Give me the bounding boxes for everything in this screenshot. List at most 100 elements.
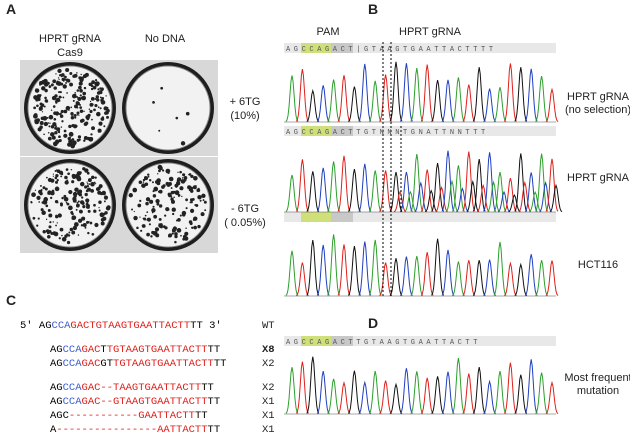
colony xyxy=(182,173,186,177)
colony xyxy=(144,182,149,187)
colony xyxy=(84,185,88,189)
trace-peak xyxy=(462,373,476,414)
colony xyxy=(179,186,184,191)
sequence-segment: 3' xyxy=(203,320,222,332)
colony xyxy=(43,105,46,108)
colony xyxy=(157,173,159,175)
colony xyxy=(72,99,75,102)
trace-peak xyxy=(285,174,299,212)
colony xyxy=(91,118,93,121)
colony xyxy=(97,190,102,195)
colony xyxy=(58,138,62,143)
sequence-segment: GAC xyxy=(82,344,101,356)
trace-peak xyxy=(337,155,351,212)
trace-peak xyxy=(420,377,434,414)
sequence-segment: TT xyxy=(195,410,208,422)
colony xyxy=(174,234,178,239)
colony xyxy=(36,224,39,227)
colony xyxy=(106,205,111,210)
trace-peak xyxy=(414,181,428,213)
sequence-segment: TT xyxy=(190,320,203,332)
colony xyxy=(153,186,159,192)
trace-peak xyxy=(393,190,407,213)
colony xyxy=(71,93,77,99)
trace-peak xyxy=(285,367,299,414)
column-label: No DNA xyxy=(145,33,186,45)
colony xyxy=(167,172,170,174)
colony xyxy=(89,102,94,107)
panel-label: C xyxy=(6,292,16,308)
grna-highlight xyxy=(331,126,353,136)
trace-peak xyxy=(347,245,361,296)
sequence: AGCCAGACTTGTNNNTGNATTNNTTT xyxy=(286,129,489,137)
colony xyxy=(99,107,102,110)
colony xyxy=(181,195,183,198)
colony xyxy=(96,98,100,102)
colony xyxy=(101,116,105,119)
colony xyxy=(171,232,174,235)
colony xyxy=(58,78,60,81)
sequence-row: AGCCAGAC--GTAAGTGAATTACTTTT xyxy=(50,396,220,408)
sequence-segment: A xyxy=(50,424,57,436)
colony xyxy=(90,83,93,85)
trace-peak xyxy=(337,75,351,122)
trace-peak xyxy=(472,159,486,212)
colony xyxy=(59,227,64,232)
colony xyxy=(181,177,184,179)
colony xyxy=(85,205,90,209)
colony xyxy=(79,104,81,106)
colony xyxy=(52,221,54,223)
colony xyxy=(64,75,67,79)
colony xyxy=(49,122,51,124)
colony xyxy=(182,237,186,241)
colony xyxy=(36,104,39,108)
colony xyxy=(90,133,93,136)
colony xyxy=(39,120,44,125)
trace-peak xyxy=(316,85,330,122)
trace-peak xyxy=(441,150,455,212)
colony xyxy=(189,208,195,213)
trace-peak xyxy=(503,362,517,414)
colony xyxy=(106,115,109,119)
colony xyxy=(177,218,181,222)
colony xyxy=(84,226,87,229)
trace-peak xyxy=(410,153,424,212)
colony xyxy=(185,111,190,116)
colony xyxy=(74,92,76,94)
trace-peak xyxy=(545,158,559,212)
colony xyxy=(50,231,54,235)
colony xyxy=(50,178,55,183)
colony xyxy=(77,200,80,203)
row-label: - 6TG xyxy=(231,203,259,215)
colony xyxy=(181,210,187,216)
colony xyxy=(52,173,54,175)
sequence-segment: AG xyxy=(50,358,63,370)
colony xyxy=(45,204,49,208)
colony xyxy=(36,118,40,123)
trace-peak xyxy=(295,361,309,414)
sequence-segment: T xyxy=(100,344,106,356)
colony xyxy=(82,222,87,228)
colony xyxy=(152,101,155,104)
colony xyxy=(84,72,89,77)
trace-peak xyxy=(306,88,320,123)
colony xyxy=(79,88,83,93)
colony xyxy=(63,133,68,138)
colony xyxy=(68,205,73,211)
colony xyxy=(204,209,207,212)
colony xyxy=(90,87,94,91)
colony xyxy=(65,201,68,204)
colony xyxy=(69,71,73,75)
trace-peak xyxy=(431,162,445,212)
colony xyxy=(37,217,40,220)
colony xyxy=(153,194,156,197)
colony xyxy=(185,198,189,202)
colony xyxy=(34,189,37,191)
colony xyxy=(87,231,90,235)
colony xyxy=(88,136,94,142)
sequence-segment: CCA xyxy=(63,396,83,408)
colony xyxy=(144,214,147,217)
colony xyxy=(149,199,154,204)
colony xyxy=(79,171,82,174)
